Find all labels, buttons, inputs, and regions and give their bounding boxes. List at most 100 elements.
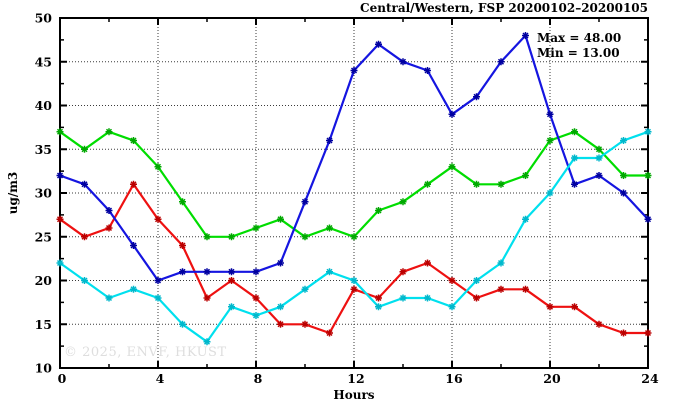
marker-stroke <box>105 294 113 302</box>
marker-stroke <box>154 277 162 284</box>
marker-stroke <box>399 58 407 65</box>
marker-stroke <box>620 189 627 197</box>
series-green-marker <box>522 172 529 179</box>
series-blue-marker <box>277 259 284 267</box>
series-green-marker <box>571 128 578 136</box>
series-blue-marker <box>81 180 88 188</box>
marker-stroke <box>620 329 627 337</box>
marker-stroke <box>105 207 113 214</box>
series-green-marker <box>277 215 284 223</box>
series-green-marker <box>595 145 603 153</box>
chart-title: Central/Western, FSP 20200102–20200105 <box>360 1 648 15</box>
marker-stroke <box>571 181 578 188</box>
marker-stroke <box>81 146 88 153</box>
marker-stroke <box>179 198 186 205</box>
series-red-marker <box>326 329 333 337</box>
marker-stroke <box>130 286 137 293</box>
series-blue-marker <box>620 189 627 197</box>
series-red-marker <box>277 320 284 328</box>
marker-stroke <box>473 181 480 188</box>
marker-stroke <box>375 303 382 310</box>
marker-stroke <box>228 233 235 240</box>
max-min-annotation: Max = 48.00 Min = 13.00 <box>537 31 621 61</box>
marker-stroke <box>522 286 529 293</box>
series-cyan-marker <box>252 312 260 319</box>
marker-stroke <box>326 224 333 232</box>
marker-stroke <box>203 268 211 275</box>
marker-stroke <box>448 111 456 118</box>
series-red-marker <box>179 242 186 249</box>
series-green-marker <box>399 198 407 206</box>
marker-stroke <box>301 321 309 328</box>
series-red-marker <box>620 329 627 337</box>
marker-stroke <box>203 233 211 240</box>
series-cyan-marker <box>620 137 627 144</box>
series-red-marker <box>252 294 260 302</box>
series-cyan-marker <box>179 320 186 328</box>
series-green-marker <box>154 163 162 171</box>
series-cyan-marker <box>375 303 382 311</box>
marker-stroke <box>375 41 382 48</box>
marker-stroke <box>252 294 260 302</box>
series-red-marker <box>497 285 505 293</box>
series-red-marker <box>644 329 652 337</box>
series-blue-marker <box>497 58 505 66</box>
marker-stroke <box>326 137 333 144</box>
series-green-marker <box>546 137 554 144</box>
marker-stroke <box>277 303 284 310</box>
marker-stroke <box>399 198 407 205</box>
series-red-marker <box>154 215 162 223</box>
marker-stroke <box>546 189 554 197</box>
marker-stroke <box>644 329 652 337</box>
series-green-marker <box>203 233 211 241</box>
marker-stroke <box>252 268 260 275</box>
marker-stroke <box>203 294 211 302</box>
x-tick-label: 24 <box>641 371 659 386</box>
marker-stroke <box>644 172 652 179</box>
series-blue-marker <box>644 215 652 223</box>
series-green-marker <box>644 172 652 179</box>
marker-stroke <box>56 172 64 179</box>
series-cyan-marker <box>301 285 309 293</box>
series-cyan-marker <box>522 215 529 223</box>
series-red-marker <box>130 180 137 188</box>
series-green-marker <box>620 172 627 179</box>
marker-stroke <box>105 128 113 135</box>
x-tick-label: 12 <box>347 371 364 386</box>
series-red-marker <box>595 320 603 328</box>
marker-stroke <box>644 216 652 223</box>
series-red-marker <box>56 215 64 223</box>
series-blue-marker <box>105 207 113 214</box>
series-red-marker <box>203 294 211 302</box>
marker-stroke <box>81 277 88 284</box>
marker-stroke <box>448 303 456 310</box>
marker-stroke <box>350 286 358 293</box>
series-red-marker <box>105 224 113 232</box>
series-red-marker <box>228 277 235 284</box>
series-green-marker <box>473 180 480 188</box>
marker-stroke <box>448 163 456 170</box>
x-tick-label: 20 <box>543 371 561 386</box>
series-cyan-marker <box>56 259 64 267</box>
series-green-marker <box>105 128 113 136</box>
marker-stroke <box>571 303 578 310</box>
marker-stroke <box>277 259 284 267</box>
marker-stroke <box>350 277 358 284</box>
marker-stroke <box>56 216 64 223</box>
marker-stroke <box>130 137 137 144</box>
y-tick-label: 45 <box>35 54 52 69</box>
series-red-marker <box>350 285 358 293</box>
series-cyan-marker <box>81 277 88 284</box>
marker-stroke <box>571 154 578 162</box>
series-cyan-marker <box>203 338 211 346</box>
series-cyan-marker <box>424 294 431 302</box>
x-axis-label: Hours <box>333 388 375 402</box>
x-tick-label: 8 <box>254 371 263 386</box>
marker-stroke <box>620 172 627 179</box>
y-tick-label: 20 <box>35 273 53 288</box>
series-cyan-marker <box>473 277 480 284</box>
series-blue-marker <box>399 58 407 66</box>
marker-stroke <box>154 216 162 223</box>
series-blue-marker <box>571 180 578 188</box>
